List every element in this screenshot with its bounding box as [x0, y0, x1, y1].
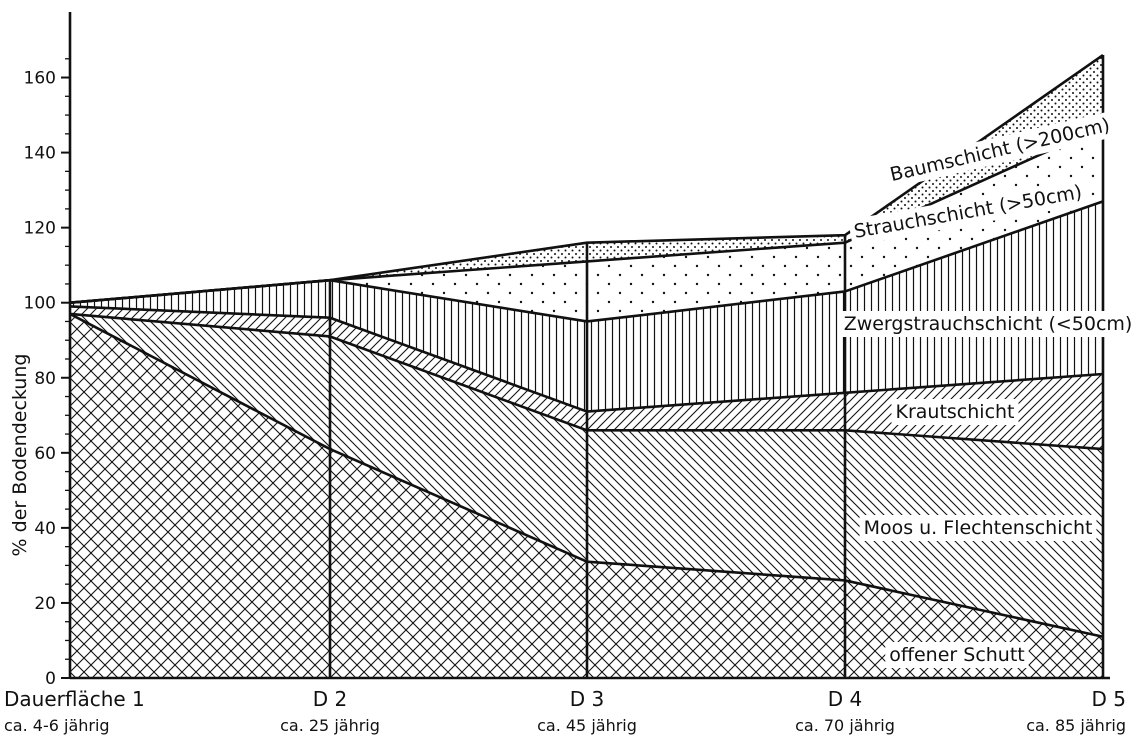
x-category-labels: Dauerfläche 1 ca. 4-6 jährig D 2 ca. 25 jäh…: [4, 687, 1126, 735]
y-tick-label: 40: [34, 519, 56, 539]
axes: [68, 12, 1110, 680]
x-category-label: D 2: [313, 687, 347, 711]
series-label-background: [883, 111, 1117, 189]
x-category-sublabel: ca. 4-6 jährig: [4, 716, 110, 735]
y-tick-label: 0: [45, 669, 56, 689]
category-verticals: [328, 55, 1105, 678]
y-tick-label: 80: [34, 369, 56, 389]
y-tick-label: 160: [24, 69, 56, 89]
series-label-background: [885, 642, 1029, 668]
series-label-group: Moos u. Flechtenschicht: [859, 515, 1097, 541]
series-label-background: [891, 399, 1019, 425]
series-label-background: [848, 178, 1088, 246]
series-label: Krautschicht: [895, 401, 1014, 423]
x-category-sublabel: ca. 85 jährig: [1026, 716, 1126, 735]
y-tick-label: 20: [34, 594, 56, 614]
y-tick-label: 120: [24, 219, 56, 239]
x-category-sublabel: ca. 25 jährig: [280, 716, 380, 735]
x-category-label: D 3: [570, 687, 604, 711]
y-ticks: 0 20 40 60 80 100 120 140 160: [24, 58, 70, 689]
y-tick-label: 60: [34, 444, 56, 464]
series-label-background: [859, 515, 1097, 541]
x-category-label: Dauerfläche 1: [4, 687, 145, 711]
series-label: offener Schutt: [889, 644, 1024, 666]
x-category-label: D 5: [1092, 687, 1126, 711]
series-label-background: [839, 311, 1135, 337]
y-tick-label: 100: [24, 294, 56, 314]
x-category-sublabel: ca. 45 jährig: [537, 716, 637, 735]
series-label: Moos u. Flechtenschicht: [864, 517, 1093, 539]
x-category-label: D 4: [828, 687, 862, 711]
series-label-group: Zwergstrauchschicht (<50cm): [839, 311, 1135, 337]
series-label: Zwergstrauchschicht (<50cm): [844, 313, 1133, 335]
y-tick-label: 140: [24, 144, 56, 164]
series-label-group: Krautschicht: [891, 399, 1019, 425]
x-category-sublabel: ca. 70 jährig: [795, 716, 895, 735]
series-label-group: offener Schutt: [885, 642, 1029, 668]
y-axis-label: % der Bodendeckung: [9, 354, 31, 557]
